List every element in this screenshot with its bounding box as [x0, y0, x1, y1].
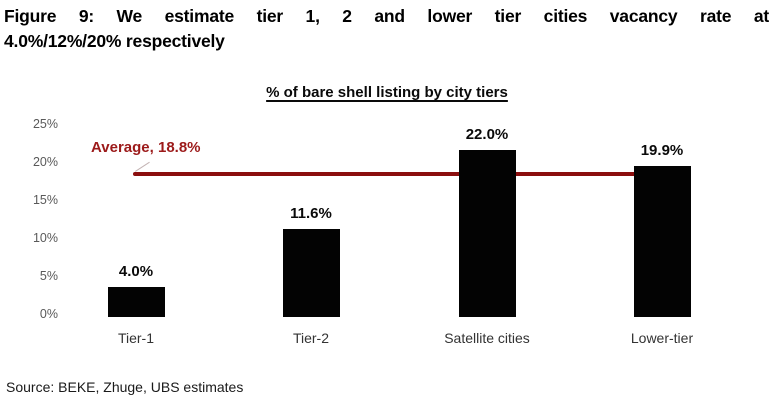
- y-axis-tick-label: 15%: [32, 193, 58, 207]
- x-axis-category-label: Tier-1: [117, 330, 155, 346]
- figure-title-line2: 4.0%/12%/20% respectively: [4, 31, 225, 51]
- average-label: Average, 18.8%: [91, 139, 201, 156]
- bar-tier-1: [107, 287, 165, 317]
- bar-value-label: 11.6%: [290, 205, 332, 222]
- y-axis-tick-label: 0%: [39, 307, 58, 321]
- bar-value-label: 22.0%: [465, 126, 509, 143]
- chart-title: % of bare shell listing by city tiers: [0, 84, 774, 101]
- y-axis-tick-label: 10%: [32, 231, 58, 245]
- x-axis-category-label: Tier-2: [292, 330, 330, 346]
- y-axis-tick-label: 5%: [39, 269, 58, 283]
- bar-value-label: 4.0%: [118, 263, 154, 280]
- source-note: Source: BEKE, Zhuge, UBS estimates: [6, 379, 244, 395]
- y-axis-tick-label: 25%: [32, 117, 58, 131]
- chart-title-text: % of bare shell listing by city tiers: [266, 84, 508, 101]
- x-axis-category-label: Lower-tier: [630, 330, 694, 346]
- bar-lower-tier: [633, 166, 691, 317]
- bar-satellite-cities: [458, 150, 516, 317]
- figure-title-line1: Figure 9: We estimate tier 1, 2 and lowe…: [4, 6, 769, 26]
- average-line: [133, 172, 667, 176]
- bar-value-label: 19.9%: [640, 142, 684, 159]
- x-axis-category-label: Satellite cities: [444, 330, 530, 346]
- average-leader-line: [135, 161, 150, 172]
- bar-tier-2: [282, 229, 340, 317]
- y-axis-tick-label: 20%: [32, 155, 58, 169]
- figure-title: Figure 9: We estimate tier 1, 2 and lowe…: [4, 4, 769, 54]
